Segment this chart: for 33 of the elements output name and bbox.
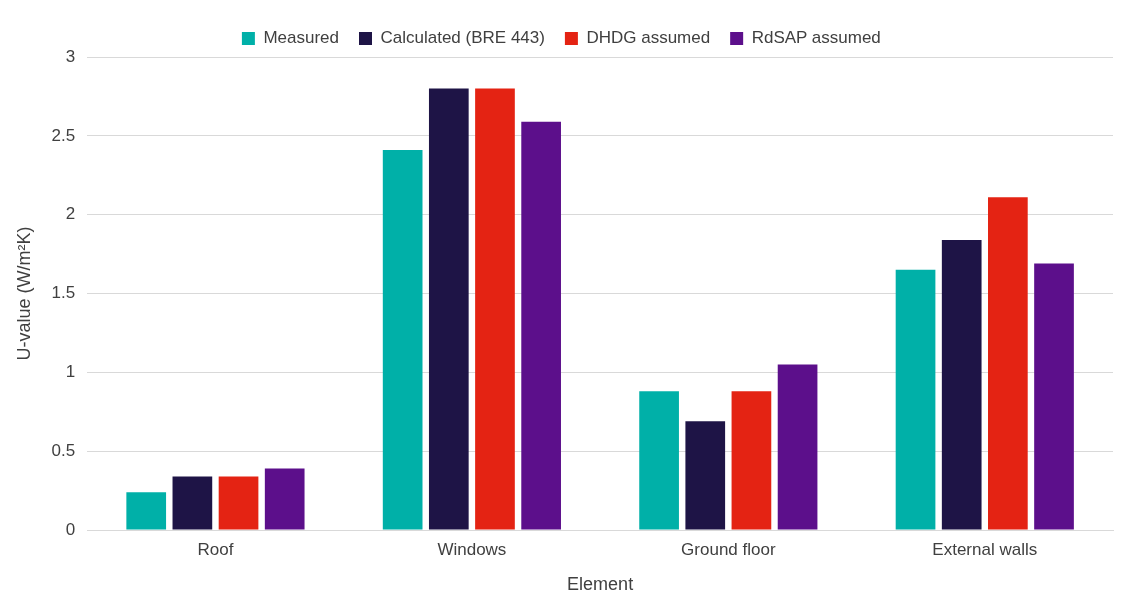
y-tick-label: 1.5 <box>51 283 76 303</box>
bar <box>895 269 936 530</box>
legend-label: Calculated (BRE 443) <box>380 28 545 48</box>
bar <box>639 391 679 530</box>
legend-label: Measured <box>263 28 339 48</box>
x-tick-label: Roof <box>197 539 234 559</box>
y-axis-title: U-value (W/m²K) <box>13 226 34 361</box>
y-tick-label: 2.5 <box>51 125 76 145</box>
y-tick-label: 1 <box>65 362 76 382</box>
bar <box>1034 263 1074 530</box>
bar <box>475 88 515 530</box>
bar <box>685 421 726 530</box>
legend-label: RdSAP assumed <box>751 28 881 48</box>
bar <box>126 492 167 530</box>
bar <box>382 150 423 530</box>
legend-label: DHDG assumed <box>586 28 711 48</box>
x-tick-label: Windows <box>437 539 507 559</box>
y-tick-label: 0 <box>65 519 76 539</box>
y-tick-label: 3 <box>65 46 76 66</box>
bar <box>777 364 818 530</box>
bar <box>988 197 1028 530</box>
y-tick-label: 2 <box>65 204 76 224</box>
bar <box>172 476 213 530</box>
bar <box>941 239 982 530</box>
x-tick-label: External walls <box>932 539 1038 559</box>
bar <box>218 476 259 530</box>
bar <box>521 121 561 530</box>
x-tick-label: Ground floor <box>681 539 776 559</box>
bar <box>428 88 469 530</box>
x-axis-title: Element <box>567 574 634 595</box>
y-tick-label: 0.5 <box>51 440 76 460</box>
bar <box>264 468 305 530</box>
bar <box>731 391 772 530</box>
